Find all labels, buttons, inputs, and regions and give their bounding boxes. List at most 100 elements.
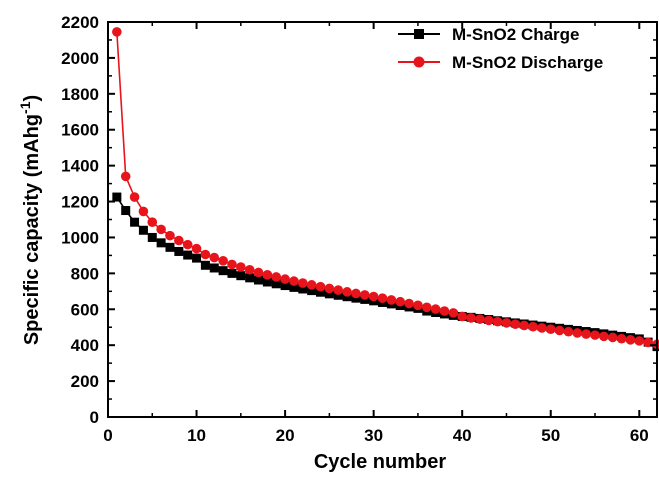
x-tick-label: 40 — [453, 426, 472, 445]
data-point-discharge — [218, 256, 228, 266]
legend-item-discharge: M-SnO2 Discharge — [398, 53, 603, 72]
data-point-discharge — [192, 244, 202, 254]
data-point-discharge — [174, 236, 184, 246]
data-point-discharge — [333, 285, 343, 295]
data-point-charge — [121, 206, 130, 215]
data-point-discharge — [165, 231, 175, 241]
y-tick-label: 600 — [71, 300, 99, 319]
data-point-discharge — [626, 335, 636, 345]
y-tick-label: 1600 — [61, 121, 99, 140]
data-point-discharge — [227, 260, 237, 270]
data-point-charge — [192, 254, 201, 263]
data-point-discharge — [342, 287, 352, 297]
data-point-discharge — [449, 308, 459, 318]
data-point-discharge — [395, 297, 405, 307]
data-point-discharge — [325, 284, 335, 294]
x-tick-label: 20 — [276, 426, 295, 445]
x-axis-label: Cycle number — [314, 451, 446, 473]
data-point-discharge — [537, 323, 547, 333]
data-point-discharge — [351, 289, 361, 299]
data-point-charge — [201, 261, 210, 270]
x-tick-label: 0 — [103, 426, 112, 445]
legend-label-discharge: M-SnO2 Discharge — [452, 53, 603, 72]
data-point-discharge — [209, 253, 219, 263]
y-tick-label: 0 — [90, 408, 99, 427]
data-point-charge — [157, 238, 166, 247]
y-axis-label-main: Specific capacity (mAhg — [21, 114, 43, 345]
data-point-discharge — [546, 324, 556, 334]
data-point-discharge — [528, 322, 538, 332]
y-tick-label: 1200 — [61, 193, 99, 212]
data-point-discharge — [263, 270, 273, 280]
data-point-discharge — [590, 330, 600, 340]
data-point-charge — [148, 233, 157, 242]
data-point-charge — [174, 247, 183, 256]
data-point-discharge — [466, 313, 476, 323]
data-point-discharge — [156, 225, 166, 235]
y-tick-label: 2000 — [61, 49, 99, 68]
data-point-discharge — [183, 240, 193, 250]
data-point-discharge — [608, 333, 618, 343]
y-tick-label: 800 — [71, 264, 99, 283]
data-point-discharge — [387, 295, 397, 305]
data-point-discharge — [201, 250, 211, 260]
plot-frame — [108, 22, 657, 417]
data-point-discharge — [112, 27, 122, 37]
data-point-charge — [130, 218, 139, 227]
data-point-discharge — [422, 302, 432, 312]
x-tick-label: 30 — [364, 426, 383, 445]
data-point-charge — [112, 193, 121, 202]
y-tick-label: 400 — [71, 336, 99, 355]
data-point-charge — [183, 251, 192, 260]
data-point-discharge — [316, 282, 326, 292]
data-point-discharge — [254, 268, 264, 278]
x-tick-label: 10 — [187, 426, 206, 445]
legend-marker-discharge — [414, 57, 425, 68]
x-tick-label: 50 — [541, 426, 560, 445]
data-point-discharge — [280, 274, 290, 284]
y-axis-label-suffix: ) — [21, 95, 43, 102]
y-tick-label: 1800 — [61, 85, 99, 104]
data-point-discharge — [457, 312, 467, 322]
axis-layer: 0200400600800100012001400160018002000220… — [61, 13, 657, 445]
data-point-discharge — [378, 293, 388, 303]
legend: M-SnO2 Charge M-SnO2 Discharge — [398, 25, 603, 72]
legend-marker-charge — [414, 29, 424, 39]
data-point-discharge — [413, 301, 423, 311]
y-tick-label: 2200 — [61, 13, 99, 32]
data-point-charge — [227, 269, 236, 278]
data-point-discharge — [431, 304, 441, 314]
data-point-discharge — [484, 316, 494, 326]
data-point-discharge — [245, 265, 255, 275]
data-point-discharge — [130, 192, 140, 202]
data-point-discharge — [519, 321, 529, 331]
y-axis-label: Specific capacity (mAhg-1) — [17, 95, 43, 345]
data-point-discharge — [440, 306, 450, 316]
data-point-discharge — [404, 299, 414, 309]
plot-layer — [112, 27, 659, 351]
data-point-discharge — [121, 172, 131, 182]
data-point-charge — [245, 273, 254, 282]
data-point-discharge — [493, 317, 503, 327]
y-tick-label: 200 — [71, 372, 99, 391]
x-tick-label: 60 — [630, 426, 649, 445]
legend-item-charge: M-SnO2 Charge — [398, 25, 580, 44]
data-point-discharge — [236, 262, 246, 272]
data-point-discharge — [298, 278, 308, 288]
data-point-discharge — [502, 318, 512, 328]
data-point-charge — [236, 271, 245, 280]
data-point-charge — [165, 243, 174, 252]
data-point-discharge — [475, 314, 485, 324]
data-point-discharge — [555, 326, 565, 336]
legend-label-charge: M-SnO2 Charge — [452, 25, 580, 44]
y-axis-label-superscript: -1 — [17, 101, 33, 114]
data-point-charge — [139, 226, 148, 235]
data-point-discharge — [511, 319, 521, 329]
data-point-discharge — [147, 217, 157, 227]
data-point-discharge — [564, 327, 574, 337]
data-point-discharge — [307, 280, 317, 290]
data-point-discharge — [360, 290, 370, 300]
data-point-discharge — [369, 292, 379, 302]
